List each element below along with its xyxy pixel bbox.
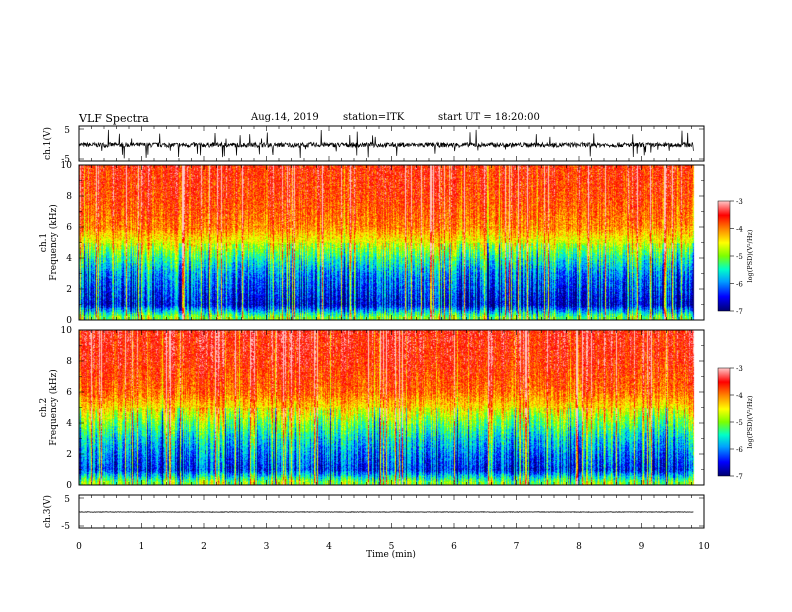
ch1-waveform-line [78,129,694,159]
y-tick-label: 5 [64,495,70,505]
axis-ticks [78,126,734,528]
x-tick-label: 3 [264,542,270,552]
y-tick-label: 10 [61,326,73,336]
colorbar-tick-label: -6 [736,281,743,289]
x-tick-label: 0 [76,542,82,552]
y-tick-label: 2 [66,285,72,295]
date-label: Aug.14, 2019 [251,112,319,123]
x-tick-label: 6 [451,542,457,552]
y-tick-label: -5 [61,155,70,165]
colorbar-tick-label: -6 [736,446,743,454]
y-tick-label: 8 [66,357,72,367]
x-tick-label: 9 [639,542,645,552]
y-axis-label: ch.3(V) [42,495,53,528]
y-tick-label: 2 [66,450,72,460]
channel-label: ch.1 [39,233,49,252]
figure-title: VLF Spectra [79,112,149,125]
y-tick-label: 8 [66,192,72,202]
station-label: station=ITK [343,112,405,123]
colorbar-tick-label: -3 [736,198,743,206]
colorbar-tick-label: -7 [736,473,743,481]
colorbar-tick-label: -4 [736,226,743,234]
channel-label: ch.2 [39,398,49,417]
y-tick-label: 4 [66,254,72,264]
y-tick-label: 0 [66,481,72,491]
x-tick-label: 5 [389,542,395,552]
x-tick-label: 10 [698,542,710,552]
ch2-spectrogram [79,330,704,485]
y-axis-label: ch.1(V) [42,127,53,160]
colorbar-tick-label: -7 [736,308,743,316]
x-tick-label: 8 [576,542,582,552]
y-axis-label: Frequency (kHz) [48,204,59,281]
ch2-colorbar [717,367,731,477]
y-tick-label: 10 [61,161,73,171]
ch1-spectrogram [79,165,704,320]
ch1-colorbar [717,200,731,312]
y-tick-label: 6 [66,223,72,233]
y-tick-label: -5 [61,522,70,532]
x-tick-label: 1 [139,542,145,552]
y-tick-label: 6 [66,388,72,398]
x-tick-label: 7 [514,542,520,552]
y-tick-label: 5 [64,126,70,136]
y-axis-label: Frequency (kHz) [48,369,59,446]
colorbar-tick-label: -5 [736,253,743,261]
colorbar-tick-label: -4 [736,392,743,400]
start-time-label: start UT = 18:20:00 [438,112,540,123]
x-tick-label: 2 [201,542,207,552]
y-tick-label: 0 [66,316,72,326]
colorbar-label: log(PSD)(V²/Hz) [746,395,754,448]
colorbar-label: log(PSD)(V²/Hz) [746,229,754,282]
colorbar-tick-label: -5 [736,419,743,427]
y-tick-label: 4 [66,419,72,429]
colorbar-tick-label: -3 [736,365,743,373]
x-tick-label: 4 [326,542,332,552]
x-axis-label: Time (min) [366,549,416,560]
